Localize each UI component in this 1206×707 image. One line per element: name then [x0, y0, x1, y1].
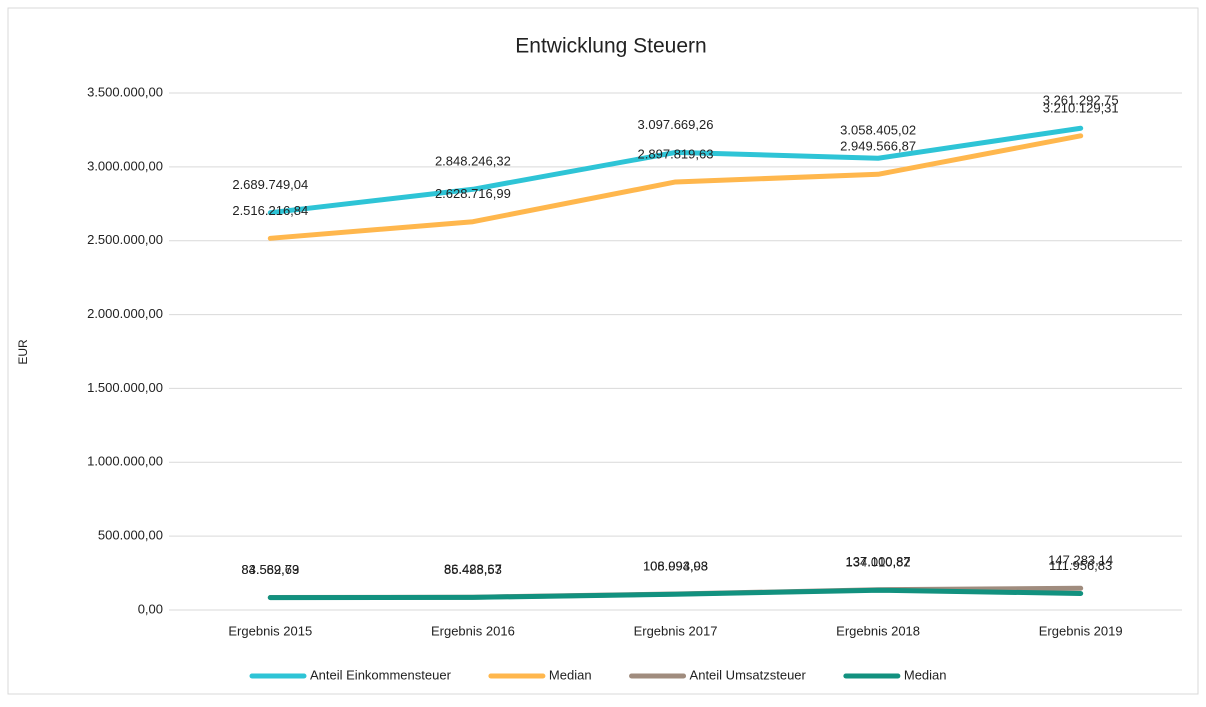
legend-label: Median	[904, 667, 947, 682]
data-label: 2.848.246,32	[435, 154, 511, 169]
data-label: 108.094,98	[643, 558, 708, 573]
data-label: 84.569,79	[241, 562, 299, 577]
y-tick-label: 1.500.000,00	[87, 380, 163, 395]
data-label: 85.488,53	[444, 562, 502, 577]
data-label: 2.516.216,84	[232, 203, 308, 218]
data-label: 2.628.716,99	[435, 186, 511, 201]
x-tick-label: Ergebnis 2018	[836, 623, 920, 638]
data-label: 111.956,83	[1049, 558, 1112, 573]
legend-label: Anteil Einkommensteuer	[310, 667, 452, 682]
y-tick-label: 3.000.000,00	[87, 158, 163, 173]
series-line	[267, 125, 1084, 216]
data-label: 2.897.819,63	[638, 146, 714, 161]
series-line	[267, 133, 1084, 241]
data-label: 2.689.749,04	[232, 177, 308, 192]
y-tick-label: 2.500.000,00	[87, 232, 163, 247]
x-tick-label: Ergebnis 2016	[431, 623, 515, 638]
data-label: 86.428,67	[444, 562, 502, 577]
data-label: 3.210.129,31	[1043, 100, 1119, 115]
x-tick-label: Ergebnis 2017	[634, 623, 718, 638]
y-tick-label: 0,00	[138, 601, 163, 616]
x-tick-label: Ergebnis 2019	[1039, 623, 1123, 638]
data-label: 2.949.566,87	[840, 139, 916, 154]
chart-title: Entwicklung Steuern	[515, 35, 706, 58]
y-tick-label: 1.000.000,00	[87, 454, 163, 469]
y-axis-label: EUR	[16, 339, 30, 365]
data-label: 83.582,63	[241, 562, 299, 577]
series-line	[267, 587, 1084, 601]
data-label: 137.100,87	[846, 554, 911, 569]
chart-frame	[7, 7, 1199, 695]
y-tick-label: 500.000,00	[98, 528, 163, 543]
data-label: 3.261.292,75	[1043, 93, 1119, 108]
y-tick-label: 2.000.000,00	[87, 306, 163, 321]
data-label: 3.058.405,02	[840, 123, 916, 138]
legend-label: Anteil Umsatzsteuer	[690, 667, 807, 682]
data-label: 3.097.669,26	[638, 117, 714, 132]
data-label: 106.993,03	[643, 559, 708, 574]
data-label: 147.283,14	[1048, 553, 1113, 568]
legend-label: Median	[549, 667, 592, 682]
x-tick-label: Ergebnis 2015	[228, 623, 312, 638]
data-label: 134.010,82	[846, 555, 911, 570]
y-tick-label: 3.500.000,00	[87, 84, 163, 99]
